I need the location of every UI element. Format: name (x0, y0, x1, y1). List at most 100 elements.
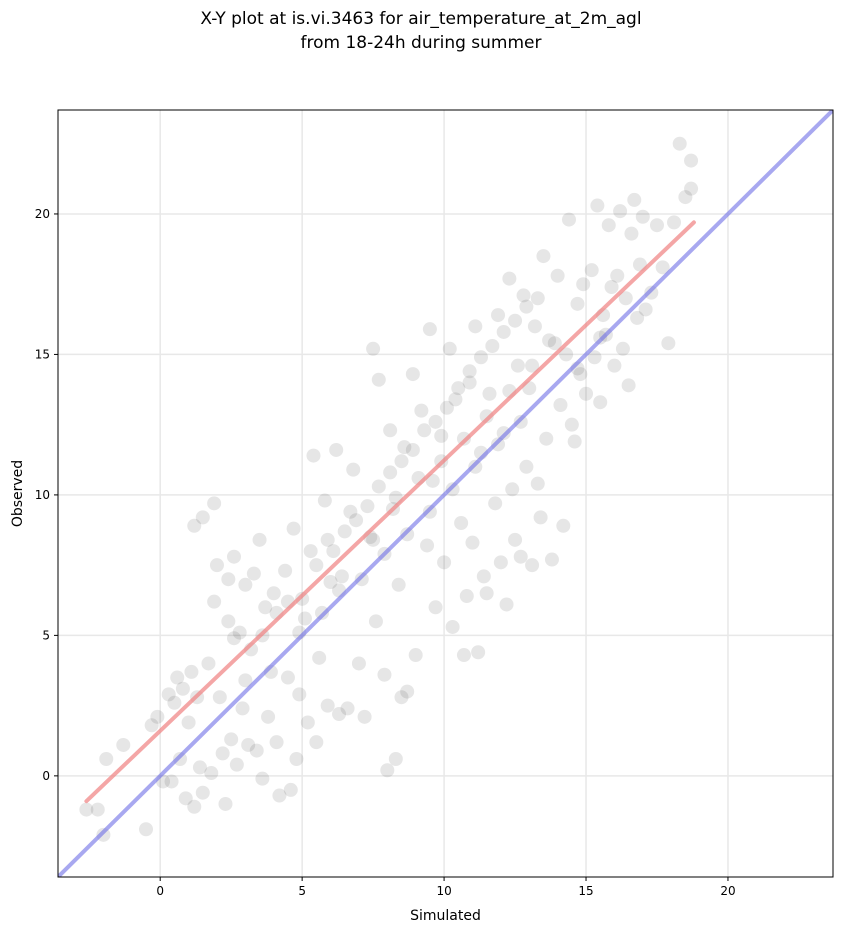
data-point-179 (337, 524, 352, 539)
data-point-58 (295, 591, 310, 606)
data-point-104 (468, 319, 483, 334)
data-point-138 (570, 296, 585, 311)
data-point-18 (187, 799, 202, 814)
data-point-171 (227, 631, 242, 646)
chart-title-line-2: from 18-24h during summer (301, 33, 542, 53)
data-point-87 (405, 367, 420, 382)
data-point-91 (422, 322, 437, 337)
data-point-110 (488, 496, 503, 511)
data-point-186 (417, 423, 432, 438)
data-point-52 (278, 563, 293, 578)
data-point-70 (340, 701, 355, 716)
data-point-0 (79, 802, 94, 817)
data-point-141 (579, 386, 594, 401)
data-point-157 (627, 192, 642, 207)
data-point-72 (351, 656, 366, 671)
x-tick-label-4: 20 (720, 884, 735, 898)
data-point-88 (408, 648, 423, 663)
data-point-62 (309, 735, 324, 750)
data-point-85 (397, 440, 412, 455)
data-point-82 (388, 752, 403, 766)
data-point-150 (607, 358, 622, 373)
data-point-30 (215, 746, 230, 761)
data-point-143 (587, 350, 602, 365)
data-point-161 (638, 302, 653, 317)
data-point-55 (286, 521, 301, 536)
data-point-117 (508, 532, 523, 547)
data-point-132 (553, 398, 568, 412)
data-point-107 (476, 569, 491, 584)
data-point-199 (366, 532, 381, 547)
data-point-154 (618, 291, 633, 306)
data-point-57 (292, 687, 307, 702)
data-point-99 (454, 516, 469, 530)
data-point-97 (445, 619, 460, 634)
data-point-109 (482, 386, 497, 401)
data-point-136 (564, 417, 579, 432)
data-point-93 (428, 600, 443, 615)
data-point-3 (99, 752, 114, 766)
data-point-187 (428, 414, 443, 429)
data-point-9 (161, 687, 176, 702)
data-point-7 (150, 709, 165, 724)
data-points (79, 136, 699, 842)
data-point-47 (261, 709, 276, 724)
data-point-198 (343, 504, 358, 519)
data-point-21 (192, 760, 207, 775)
data-point-149 (604, 280, 619, 294)
y-tick-label-1: 5 (42, 628, 50, 642)
data-point-105 (471, 645, 486, 660)
data-point-77 (371, 372, 386, 387)
data-point-125 (530, 476, 545, 491)
data-point-17 (184, 664, 199, 679)
data-point-43 (249, 743, 264, 758)
data-point-182 (371, 479, 386, 494)
data-point-84 (394, 690, 409, 705)
data-point-31 (218, 796, 233, 811)
data-point-140 (576, 277, 591, 292)
data-point-156 (624, 226, 639, 241)
x-axis-label: Simulated (410, 908, 481, 924)
data-point-83 (391, 577, 406, 592)
data-point-144 (590, 198, 605, 213)
data-point-68 (332, 707, 347, 722)
data-point-158 (630, 310, 645, 325)
data-point-92 (425, 473, 440, 488)
data-point-189 (451, 381, 466, 396)
data-point-193 (496, 324, 511, 339)
data-point-80 (383, 423, 398, 438)
data-point-64 (317, 493, 332, 508)
data-point-111 (491, 308, 506, 323)
y-axis-label: Observed (10, 460, 26, 527)
reference-lines (58, 110, 833, 877)
data-point-53 (280, 670, 295, 685)
data-point-25 (204, 766, 219, 781)
data-point-116 (505, 482, 520, 497)
data-point-155 (621, 378, 636, 393)
chart-title-line-1: X-Y plot at is.vi.3463 for air_temperatu… (200, 9, 641, 29)
data-point-181 (360, 499, 375, 514)
data-point-160 (635, 209, 650, 224)
data-point-69 (334, 569, 349, 584)
data-point-51 (272, 788, 287, 803)
data-point-32 (221, 572, 236, 587)
data-point-164 (655, 260, 670, 275)
data-point-5 (139, 822, 154, 837)
data-point-166 (667, 215, 682, 230)
data-point-127 (536, 249, 551, 264)
data-point-78 (377, 667, 392, 682)
y-tick-label-0: 0 (42, 769, 50, 783)
data-point-34 (224, 732, 239, 747)
data-point-120 (516, 288, 531, 303)
data-point-44 (252, 532, 267, 547)
data-point-145 (593, 395, 608, 410)
data-point-194 (508, 313, 523, 328)
x-tick-label-2: 10 (436, 884, 451, 898)
data-point-126 (533, 510, 548, 525)
x-tick-label-1: 5 (298, 884, 306, 898)
x-axis-ticks: 0 5 10 15 20 (156, 877, 736, 898)
data-point-163 (649, 218, 664, 233)
data-point-86 (400, 684, 415, 699)
data-point-185 (405, 442, 420, 457)
